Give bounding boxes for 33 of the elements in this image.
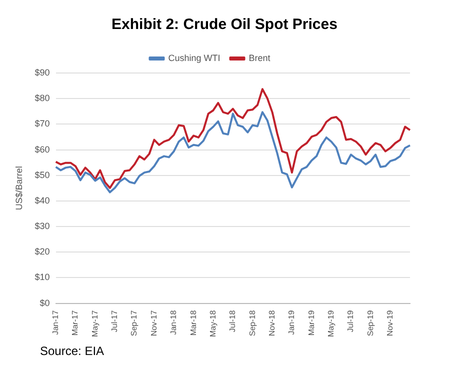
x-tick-label: Mar-19 bbox=[306, 310, 316, 336]
y-tick-label: $20 bbox=[34, 246, 50, 257]
x-tick-label: Mar-17 bbox=[70, 310, 80, 336]
y-tick-label: $40 bbox=[34, 195, 50, 206]
x-tick-label: Sep-19 bbox=[366, 310, 375, 336]
x-tick-label: Jan-17 bbox=[51, 310, 60, 335]
x-tick-label: Nov-17 bbox=[149, 310, 158, 336]
x-tick-label: Jul-17 bbox=[110, 310, 120, 332]
y-tick-label: $0 bbox=[40, 298, 50, 308]
x-tick-label: Jul-19 bbox=[346, 310, 356, 332]
source-note: Source: EIA bbox=[40, 344, 104, 358]
y-tick-label: $60 bbox=[34, 144, 50, 154]
legend-label: Cushing WTI bbox=[168, 52, 220, 63]
y-tick-label: $70 bbox=[34, 118, 50, 129]
x-tick-label: May-18 bbox=[208, 310, 218, 338]
x-tick-label: Sep-18 bbox=[248, 310, 257, 336]
x-tick-label: May-19 bbox=[326, 310, 336, 338]
y-tick-label: $80 bbox=[34, 93, 50, 104]
x-tick-label: Nov-18 bbox=[267, 310, 276, 336]
x-tick-label: May-17 bbox=[90, 310, 100, 338]
y-tick-label: $90 bbox=[34, 67, 50, 78]
x-tick-label: Jan-19 bbox=[287, 310, 296, 335]
y-tick-label: $10 bbox=[34, 272, 50, 282]
x-tick-label: Nov-19 bbox=[386, 310, 395, 336]
x-tick-label: Mar-18 bbox=[188, 310, 198, 336]
x-tick-label: Jul-18 bbox=[228, 310, 238, 332]
x-tick-label: Sep-17 bbox=[130, 310, 139, 336]
x-tick-label: Jan-18 bbox=[169, 310, 178, 335]
y-tick-label: $50 bbox=[34, 170, 50, 180]
chart-title: Exhibit 2: Crude Oil Spot Prices bbox=[110, 16, 338, 33]
y-axis-title: US$/Barrel bbox=[14, 166, 24, 210]
y-tick-label: $30 bbox=[34, 221, 50, 232]
legend-label: Brent bbox=[248, 52, 271, 63]
